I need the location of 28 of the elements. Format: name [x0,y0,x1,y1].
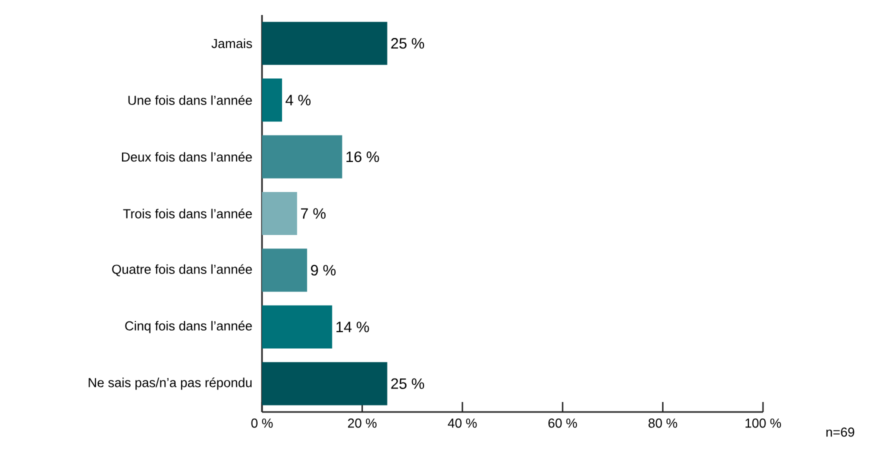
data-label: 7 % [301,208,326,219]
data-label: 9 % [310,264,336,276]
x-tick-label: 80 % [648,418,678,428]
y-tick-label: Ne sais pas/n’a pas répondu [88,378,252,390]
y-tick-label: Une fois dans l’année [128,95,252,105]
x-tick-label: 100 % [746,418,781,428]
bar [262,248,308,292]
x-tick-label: 0 % [251,418,273,428]
bar [262,135,342,178]
x-tick-label: 20 % [348,418,377,428]
bar [262,78,282,122]
bar [262,22,388,65]
data-label: 14 % [336,322,369,332]
y-tick-label: Jamais [211,38,252,48]
text: n=69 [826,428,854,437]
x-tick-label: 60 % [548,418,577,428]
y-tick-label: Deux fois dans l’année [122,152,252,162]
x-tick-label: 40 % [448,418,477,428]
data-label: 25 % [391,38,424,49]
data-label: 25 % [391,378,424,389]
y-tick-label: Trois fois dans l’année [123,208,252,218]
data-label: 4 % [286,94,311,106]
bar [262,305,332,348]
y-tick-label: Cinq fois dans l’année [125,320,252,334]
bar [262,362,388,406]
y-tick-label: Quatre fois dans l’année [112,264,252,276]
bar [262,192,298,236]
data-label: 16 % [346,151,379,162]
